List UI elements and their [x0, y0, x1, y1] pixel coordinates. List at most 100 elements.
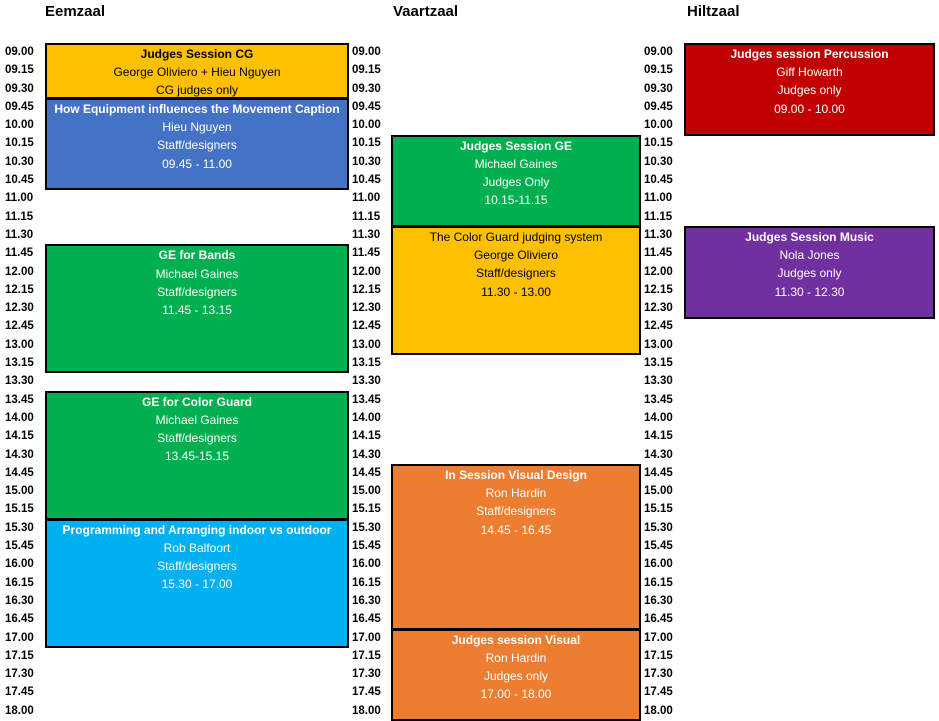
time-label: 16.15: [644, 576, 673, 589]
session-detail: Judges only: [777, 83, 842, 98]
session-block[interactable]: Judges Session CG George Oliviero + Hieu …: [45, 43, 349, 99]
time-label: 17.30: [644, 668, 673, 681]
time-label: 12.30: [352, 302, 381, 315]
session-detail: Judges only: [483, 669, 549, 683]
session-title: In Session Visual Design: [445, 467, 587, 482]
session-detail: Michael Gaines: [155, 266, 239, 281]
time-label: 16.00: [352, 558, 381, 571]
time-label: 09.00: [644, 46, 673, 58]
session-detail: Judges only: [777, 266, 842, 281]
time-label: 12.45: [5, 320, 34, 333]
session-block[interactable]: GE for Color Guard Michael Gaines Staff/de…: [45, 390, 349, 520]
time-label: 12.45: [644, 320, 673, 333]
time-label: 12.00: [644, 265, 673, 278]
time-label: 14.45: [352, 466, 381, 479]
time-label: 15.45: [5, 540, 34, 553]
time-label: 11.00: [352, 192, 381, 205]
session-detail: 11.45 - 13.15: [162, 302, 232, 317]
session-block[interactable]: How Equipment influences the Movement Ca…: [45, 97, 349, 191]
time-label: 16.45: [5, 613, 34, 626]
time-label: 12.15: [352, 283, 381, 296]
session-block[interactable]: GE for Bands Michael Gaines Staff/designer…: [45, 244, 349, 374]
time-label: 14.15: [644, 430, 673, 443]
session-block[interactable]: Judges session Percussion Giff Howarth Jud…: [684, 43, 935, 136]
room-header-vaartzaal: Vaartzaal: [393, 3, 459, 20]
time-label: 11.30: [5, 228, 34, 241]
time-label: 10.15: [644, 137, 673, 150]
time-label: 09.15: [5, 64, 34, 77]
time-label: 15.15: [5, 503, 34, 516]
time-label: 17.15: [5, 649, 34, 662]
session-detail: Staff/designers: [157, 559, 237, 574]
time-label: 17.15: [644, 649, 673, 662]
session-detail: 11.30 - 13.00: [481, 284, 551, 299]
time-label: 13.00: [352, 338, 381, 351]
time-label: 10.45: [644, 174, 673, 187]
session-detail: Staff/designers: [157, 284, 237, 299]
session-block[interactable]: The Color Guard judging system George Oli…: [391, 226, 641, 356]
time-label: 16.15: [352, 576, 381, 589]
time-label: 13.00: [5, 338, 34, 351]
time-label: 14.45: [644, 466, 673, 479]
time-label: 13.30: [644, 375, 673, 388]
session-detail: Staff/designers: [157, 138, 237, 153]
session-detail: 10.15-11.15: [484, 193, 548, 208]
time-label: 11.15: [5, 210, 34, 223]
time-label: 14.15: [5, 430, 34, 443]
session-title: How Equipment influences the Movement Ca…: [54, 101, 340, 116]
time-label: 17.00: [644, 631, 673, 644]
time-label: 16.00: [5, 558, 34, 571]
time-label: 13.15: [644, 357, 673, 370]
time-label: 10.15: [352, 137, 381, 150]
session-title: GE for Color Guard: [141, 394, 252, 409]
time-label: 09.30: [644, 82, 673, 95]
time-label: 11.00: [644, 192, 673, 205]
session-detail: Judges Only: [482, 174, 550, 189]
time-label: 09.00: [5, 46, 34, 58]
time-label: 15.15: [644, 503, 673, 516]
time-column-vaartzaal: 09.00 09.15 09.30 09.45 10.00 10.15 10.30 10.45…: [352, 43, 381, 720]
time-label: 16.15: [5, 576, 34, 589]
session-title: Programming and Arranging indoor vs outd…: [62, 522, 332, 537]
time-label: 16.45: [352, 613, 381, 626]
time-label: 10.00: [644, 119, 673, 132]
time-label: 11.15: [352, 210, 381, 223]
time-label: 10.00: [352, 119, 381, 132]
time-label: 17.15: [352, 649, 381, 662]
time-label: 15.45: [352, 540, 381, 553]
time-label: 09.15: [644, 64, 673, 77]
session-block[interactable]: Judges session Visual Ron Hardin Judges on…: [391, 628, 641, 721]
session-block[interactable]: Judges Session Music Nola Jones Judges onl…: [684, 226, 935, 319]
session-detail: Staff/designers: [476, 266, 556, 281]
time-label: 15.30: [644, 521, 673, 534]
time-label: 15.00: [352, 485, 381, 498]
session-title: Judges session Visual: [451, 632, 581, 647]
time-label: 16.30: [5, 594, 34, 607]
time-label: 18.00: [352, 704, 381, 717]
time-label: 10.00: [5, 119, 34, 132]
time-label: 12.15: [644, 283, 673, 296]
time-label: 15.00: [644, 485, 673, 498]
time-label: 16.00: [644, 558, 673, 571]
session-detail: Ron Hardin: [485, 650, 547, 665]
session-block[interactable]: In Session Visual Design Ron Hardin Staff/…: [391, 463, 641, 630]
time-label: 09.00: [352, 46, 381, 58]
time-label: 14.00: [352, 411, 381, 424]
time-label: 11.00: [5, 192, 34, 205]
session-title: Judges Session GE: [459, 138, 573, 153]
session-block[interactable]: Programming and Arranging indoor vs outd…: [45, 518, 349, 648]
time-label: 15.30: [352, 521, 381, 534]
time-label: 17.45: [352, 686, 381, 699]
session-detail: Rob Balfoort: [163, 541, 231, 555]
time-label: 14.30: [644, 448, 673, 461]
time-label: 11.45: [352, 247, 381, 260]
time-label: 09.45: [5, 100, 34, 113]
time-label: 15.30: [5, 521, 34, 534]
time-label: 14.30: [5, 448, 34, 461]
session-title: The Color Guard judging system: [429, 230, 603, 244]
session-detail: 14.45 - 16.45: [480, 522, 552, 537]
session-block[interactable]: Judges Session GE Michael Gaines Judges On…: [391, 134, 641, 227]
time-label: 17.45: [644, 686, 673, 699]
room-header-hiltzaal: Hiltzaal: [687, 3, 740, 20]
time-label: 11.45: [5, 247, 34, 260]
